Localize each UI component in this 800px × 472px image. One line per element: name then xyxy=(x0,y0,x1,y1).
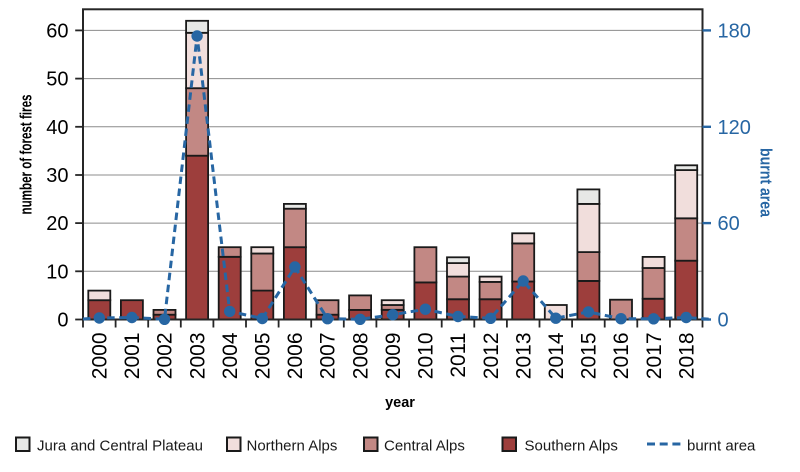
svg-text:2014: 2014 xyxy=(545,332,568,379)
svg-text:2016: 2016 xyxy=(610,333,633,380)
svg-text:0: 0 xyxy=(718,310,729,332)
svg-text:2004: 2004 xyxy=(219,332,242,379)
svg-text:120: 120 xyxy=(718,117,751,139)
svg-text:30: 30 xyxy=(46,165,68,187)
svg-text:2015: 2015 xyxy=(578,333,601,380)
svg-text:180: 180 xyxy=(718,20,751,42)
svg-text:0: 0 xyxy=(57,310,68,332)
svg-text:50: 50 xyxy=(46,69,68,91)
svg-text:Northern Alps: Northern Alps xyxy=(247,438,338,455)
svg-text:60: 60 xyxy=(718,213,740,235)
svg-text:Jura and Central Plateau: Jura and Central Plateau xyxy=(37,438,203,455)
svg-text:2007: 2007 xyxy=(317,333,340,380)
svg-text:2005: 2005 xyxy=(252,333,275,380)
svg-text:2008: 2008 xyxy=(349,333,372,380)
svg-text:burnt area: burnt area xyxy=(687,438,756,455)
svg-text:Central Alps: Central Alps xyxy=(384,438,465,455)
svg-text:number of forest fires: number of forest fires xyxy=(17,95,36,215)
svg-text:burnt area: burnt area xyxy=(757,148,776,217)
svg-text:2011: 2011 xyxy=(447,333,470,378)
svg-text:60: 60 xyxy=(46,20,68,42)
svg-text:2002: 2002 xyxy=(154,333,177,380)
svg-text:year: year xyxy=(385,395,415,411)
svg-text:2001: 2001 xyxy=(121,333,144,380)
svg-text:2013: 2013 xyxy=(512,333,535,380)
svg-text:2006: 2006 xyxy=(284,333,307,380)
svg-text:10: 10 xyxy=(46,261,68,283)
svg-text:2018: 2018 xyxy=(675,333,698,380)
svg-text:2003: 2003 xyxy=(186,333,209,380)
svg-text:2010: 2010 xyxy=(415,333,438,380)
svg-text:20: 20 xyxy=(46,213,68,235)
svg-text:Southern Alps: Southern Alps xyxy=(525,438,618,455)
svg-text:40: 40 xyxy=(46,117,68,139)
svg-text:2000: 2000 xyxy=(89,333,112,380)
svg-text:2012: 2012 xyxy=(480,333,503,380)
svg-text:2017: 2017 xyxy=(643,333,666,380)
svg-text:2009: 2009 xyxy=(382,333,405,380)
